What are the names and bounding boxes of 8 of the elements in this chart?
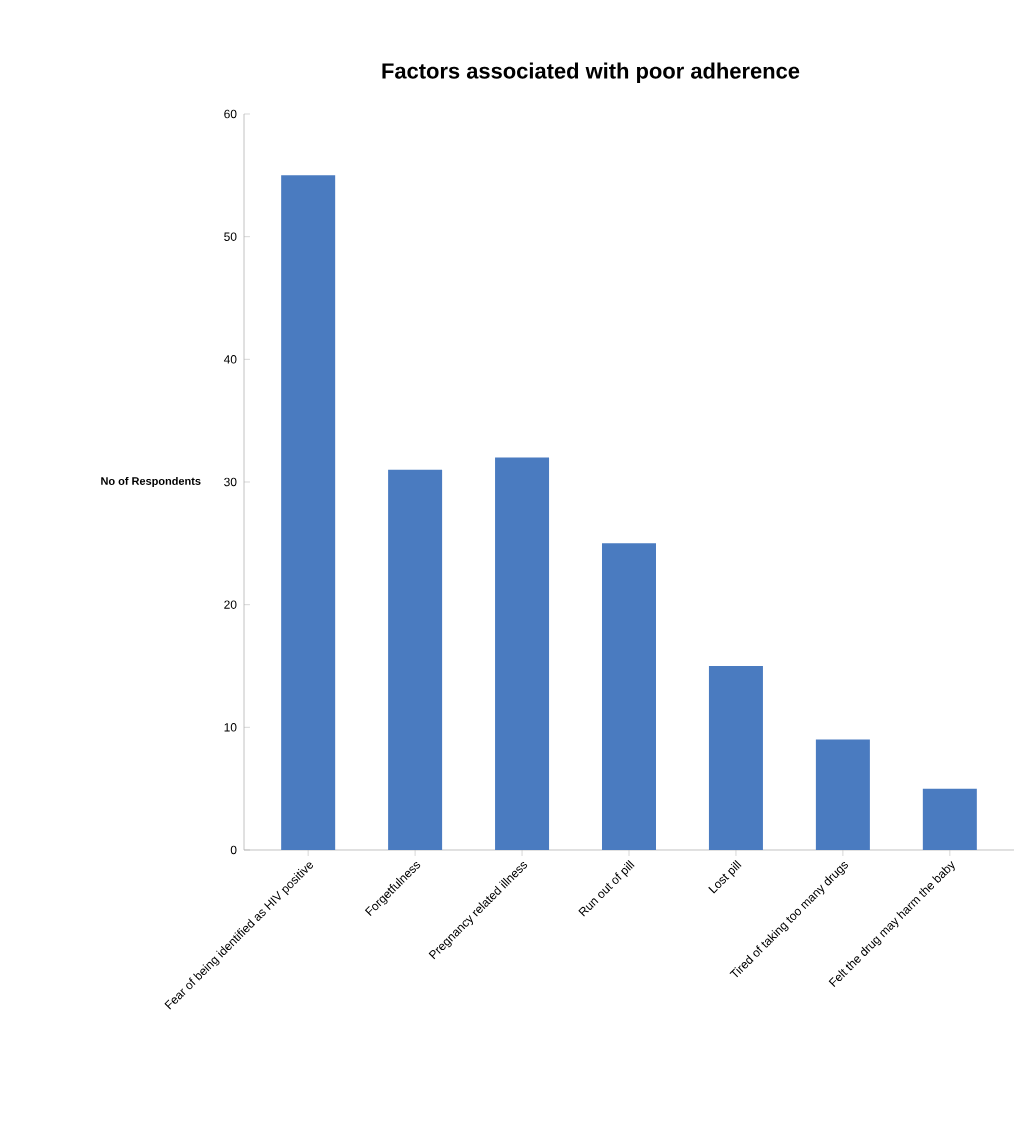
chart-title: Factors associated with poor adherence xyxy=(382,62,800,83)
bar xyxy=(708,666,763,850)
bar xyxy=(815,739,870,850)
bar xyxy=(495,457,550,850)
bar xyxy=(922,788,977,850)
bar xyxy=(601,543,656,850)
bar xyxy=(388,469,443,850)
bar xyxy=(281,175,336,850)
